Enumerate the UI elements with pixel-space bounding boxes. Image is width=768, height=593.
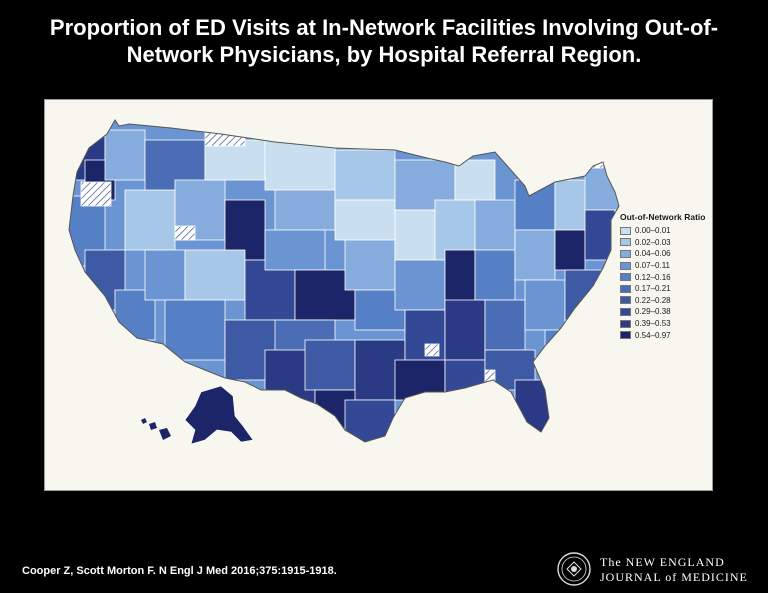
citation: Cooper Z, Scott Morton F. N Engl J Med 2… (22, 565, 337, 577)
legend-swatch (620, 296, 631, 305)
legend-item: 0.00–0.01 (620, 225, 708, 237)
us-choropleth-map (68, 119, 620, 445)
legend-label: 0.02–0.03 (635, 237, 671, 247)
legend-item: 0.29–0.38 (620, 306, 708, 318)
legend-swatch (620, 284, 631, 293)
legend-label: 0.04–0.06 (635, 249, 671, 259)
legend-item: 0.12–0.16 (620, 271, 708, 283)
us-outline (68, 119, 620, 443)
alaska-shape (184, 385, 254, 445)
journal-logo: The NEW ENGLAND JOURNAL of MEDICINE (556, 551, 756, 587)
legend-swatch (620, 273, 631, 282)
legend-label: 0.22–0.28 (635, 295, 671, 305)
legend-swatch (620, 319, 631, 328)
map-legend: Out-of-Network Ratio 0.00–0.01 0.02–0.03… (620, 212, 708, 341)
journal-name-line2: JOURNAL of MEDICINE (600, 570, 748, 584)
map-figure: Out-of-Network Ratio 0.00–0.01 0.02–0.03… (44, 99, 713, 491)
legend-title: Out-of-Network Ratio (620, 212, 706, 222)
slide-title: Proportion of ED Visits at In-Network Fa… (49, 15, 719, 67)
legend-item: 0.22–0.28 (620, 295, 708, 307)
legend-swatch (620, 226, 631, 235)
legend-swatch (620, 307, 631, 316)
legend-label: 0.29–0.38 (635, 307, 671, 317)
legend-item: 0.39–0.53 (620, 318, 708, 330)
legend-label: 0.12–0.16 (635, 272, 671, 282)
hawaii-shape (141, 418, 171, 440)
journal-seal-icon (557, 552, 591, 586)
legend-swatch (620, 238, 631, 247)
journal-name-line1: The NEW ENGLAND (600, 555, 725, 569)
legend-swatch (620, 331, 631, 340)
legend-label: 0.39–0.53 (635, 319, 671, 329)
legend-label: 0.17–0.21 (635, 284, 671, 294)
legend-label: 0.07–0.11 (635, 261, 670, 271)
legend-swatch (620, 249, 631, 258)
legend-label: 0.54–0.97 (635, 330, 671, 340)
legend-item: 0.17–0.21 (620, 283, 708, 295)
legend-item: 0.54–0.97 (620, 329, 708, 341)
legend-item: 0.07–0.11 (620, 260, 708, 272)
legend-item: 0.02–0.03 (620, 237, 708, 249)
legend-label: 0.00–0.01 (635, 226, 671, 236)
legend-swatch (620, 261, 631, 270)
legend-item: 0.04–0.06 (620, 248, 708, 260)
